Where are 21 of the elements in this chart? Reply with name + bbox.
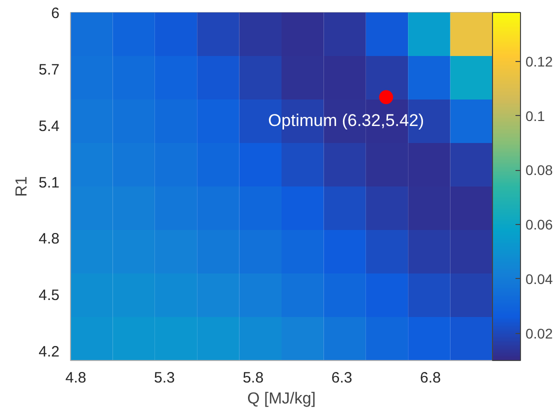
color-bar-label: 0.12	[526, 53, 553, 70]
y-tick-label: 6	[51, 5, 60, 22]
color-bar-label: 0.08	[526, 162, 553, 178]
x-axis-title: Q [MJ/kg]	[247, 390, 316, 408]
color-bar-label: 0.04	[526, 270, 553, 287]
x-tick-label: 6.3	[331, 370, 352, 386]
y-tick-label: 4.2	[38, 344, 60, 361]
y-tick-label: 5.1	[38, 174, 60, 192]
y-tick-label: 5.7	[38, 61, 60, 78]
y-tick-label: 5.4	[38, 118, 60, 135]
x-tick-label: 5.3	[154, 370, 175, 386]
x-tick-label: 4.8	[65, 370, 86, 386]
y-tick-label: 4.5	[38, 287, 60, 304]
color-bar-label: 0.02	[526, 325, 553, 342]
annotation: Optimum (6.32,5.42)	[268, 111, 424, 130]
x-tick-label: 6.8	[420, 370, 441, 386]
y-tick-label: 4.8	[38, 230, 60, 248]
y-axis-title: R1	[14, 176, 31, 197]
color-bar-label: 0.06	[526, 216, 553, 233]
x-tick-label: 5.8	[242, 370, 264, 386]
color-bar-label: 0.1	[526, 108, 546, 124]
